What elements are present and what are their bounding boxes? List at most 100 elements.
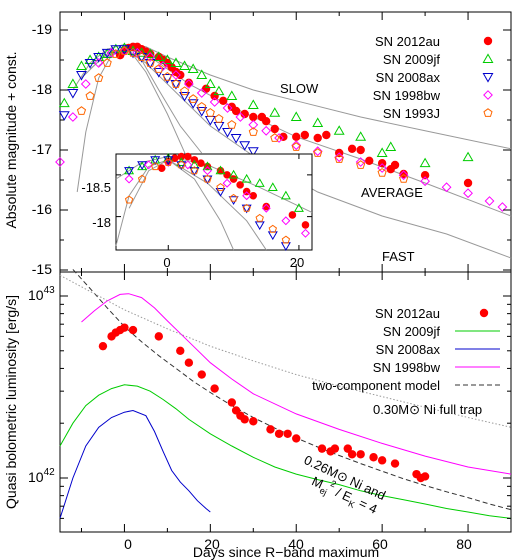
data-point-sn-2008ax	[222, 128, 233, 138]
data-point-sn-1998bw	[291, 140, 302, 151]
legend-marker-sn-1998bw	[483, 90, 493, 100]
inset-point-sn-1993j	[216, 182, 225, 191]
legend-label-sn1998bw: SN 1998bw	[373, 360, 441, 375]
y-tick-label: -17	[32, 141, 52, 157]
data-point-sn-2009jf	[58, 97, 70, 108]
data-point-sn-1998bw	[398, 170, 409, 181]
data-point-sn-2012au	[300, 130, 310, 140]
legend-label-sn1998bw: SN 1998bw	[373, 88, 441, 103]
data-point-sn-1998bw	[463, 188, 473, 199]
data-point-sn-2012au	[330, 444, 340, 453]
data-point-sn-2009jf	[269, 107, 281, 117]
inset-point-sn-1993j	[255, 213, 264, 222]
data-point-sn-2012au	[210, 91, 219, 101]
inset-point-sn-2009jf	[163, 153, 174, 162]
data-point-sn-2012au	[270, 124, 279, 134]
data-point-sn-2012au	[317, 444, 327, 453]
data-point-sn-2009jf	[161, 54, 173, 64]
legend-marker-sn-2009jf	[482, 53, 494, 63]
inset-point-sn-2012au	[229, 175, 238, 183]
data-point-sn-2012au	[261, 117, 271, 126]
inset-point-sn-2008ax	[189, 167, 200, 176]
bottom-panel: 1043 1042 0 20 40 60 80 Quasi bolometric…	[3, 269, 512, 560]
inset-point-sn-2008ax	[241, 204, 252, 214]
data-point-sn-2008ax	[93, 53, 105, 63]
inset-point-sn-2009jf	[293, 203, 304, 212]
x-tick-label: 60	[372, 536, 388, 552]
fast-label: FAST	[382, 249, 415, 264]
data-point-sn-1993j	[377, 167, 387, 177]
data-point-sn-1998bw	[497, 202, 508, 212]
legend-label-model: two-component model	[312, 378, 440, 393]
data-point-sn-1993j	[94, 73, 104, 82]
inset-point-sn-1993j	[124, 195, 134, 204]
inset-point-sn-2012au	[249, 191, 257, 200]
inset-content	[115, 152, 313, 251]
inset-point-sn-2009jf	[228, 169, 239, 179]
inset-point-sn-2008ax	[254, 221, 265, 231]
data-point-sn-1998bw	[119, 46, 130, 56]
data-point-sn-2008ax	[196, 107, 208, 117]
inset-point-sn-2012au	[236, 181, 244, 189]
data-point-sn-2012au	[377, 456, 387, 465]
annotation-model-line2: Mej2 / EK = 4	[308, 471, 381, 520]
data-point-sn-1993j	[227, 119, 237, 129]
data-point-sn-2012au	[347, 450, 357, 459]
inset-point-sn-1998bw	[163, 157, 173, 167]
inset-point-sn-1998bw	[242, 191, 252, 201]
data-point-sn-1993j	[128, 47, 138, 57]
inset-point-sn-1993j	[164, 157, 173, 166]
data-point-sn-1993j	[85, 91, 95, 100]
data-point-sn-1993j	[154, 64, 164, 73]
inset-point-sn-2009jf	[202, 161, 213, 171]
data-point-sn-1993j	[180, 86, 190, 96]
data-point-sn-1993j	[270, 133, 280, 142]
slow-label: SLOW	[280, 81, 319, 96]
data-point-sn-2009jf	[93, 51, 105, 61]
data-point-sn-2008ax	[161, 74, 173, 84]
inset-point-sn-2012au	[157, 164, 166, 172]
legend-marker-sn-2012au	[479, 308, 489, 318]
data-point-sn-2009jf	[204, 78, 216, 88]
data-point-sn-1998bw	[55, 157, 65, 167]
data-point-sn-2012au	[420, 472, 430, 481]
inset-point-sn-1998bw	[261, 203, 271, 213]
data-point-sn-2009jf	[136, 47, 148, 57]
data-point-sn-2012au	[390, 160, 400, 170]
inset-point-sn-1993j	[268, 224, 277, 233]
inset-point-sn-2008ax	[124, 167, 135, 176]
bottom-plot-frame	[59, 271, 512, 533]
inset-point-sn-1993j	[281, 235, 291, 244]
inset-point-sn-2012au	[288, 211, 297, 219]
inset-point-sn-2012au	[301, 221, 310, 229]
data-point-sn-2012au	[356, 450, 365, 459]
legend-markers	[455, 308, 500, 386]
data-point-sn-2008ax	[230, 134, 242, 144]
data-point-sn-1993j	[356, 160, 366, 169]
data-point-sn-2009jf	[333, 125, 345, 135]
data-point-sn-1993j	[162, 71, 172, 81]
data-point-sn-1993j	[111, 49, 121, 58]
inset-point-sn-2008ax	[137, 161, 148, 170]
data-point-sn-2009jf	[170, 57, 182, 67]
data-point-sn-2012au	[365, 156, 374, 165]
data-point-sn-1993j	[137, 52, 147, 61]
data-point-sn-2012au	[184, 78, 194, 88]
x-tick-label: 0	[124, 536, 132, 552]
data-point-sn-2008ax	[110, 45, 122, 55]
data-point-sn-1998bw	[420, 176, 431, 187]
data-point-sn-2012au	[227, 398, 237, 407]
legend-label-sn2009jf: SN 2009jf	[383, 324, 440, 339]
series-line-sn-1998bw	[81, 293, 512, 475]
inset-point-sn-1993j	[151, 162, 160, 171]
inset-point-sn-1998bw	[300, 228, 310, 238]
data-point-sn-2012au	[154, 332, 163, 341]
inset-point-sn-1993j	[203, 174, 212, 183]
data-point-sn-2009jf	[144, 48, 156, 58]
data-point-sn-1993j	[188, 94, 198, 103]
data-point-sn-2008ax	[76, 71, 87, 81]
y-tick-label: -16	[32, 201, 52, 217]
data-point-sn-1998bw	[145, 52, 156, 62]
inset-point-sn-2008ax	[215, 187, 226, 197]
